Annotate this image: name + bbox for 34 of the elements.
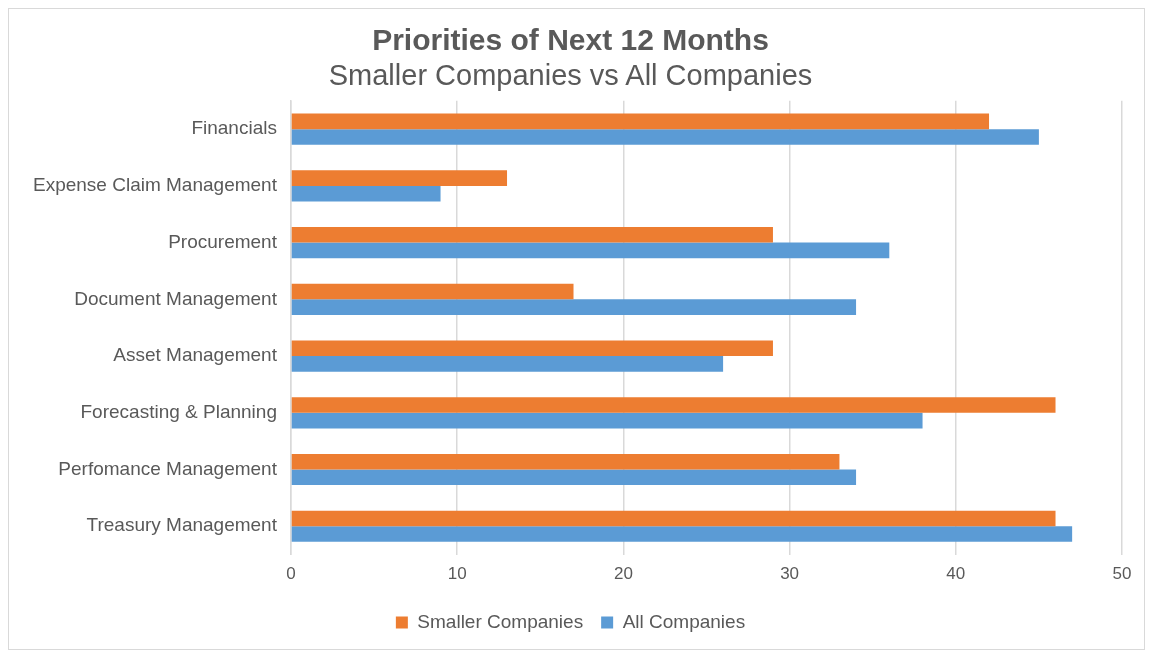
bar bbox=[291, 526, 1073, 542]
bar bbox=[291, 453, 840, 470]
chart-subtitle: Smaller Companies vs All Companies bbox=[328, 59, 813, 92]
bar bbox=[291, 283, 574, 300]
bar bbox=[291, 129, 1039, 145]
y-tick-label: Asset Management bbox=[113, 344, 278, 366]
x-tick-label: 0 bbox=[286, 564, 296, 584]
chart-title: Priorities of Next 12 Months bbox=[372, 23, 769, 57]
bar bbox=[291, 469, 857, 486]
bar bbox=[291, 227, 773, 243]
x-tick-label: 50 bbox=[1112, 564, 1132, 584]
y-tick-label: Treasury Management bbox=[86, 514, 278, 536]
legend-label: All Companies bbox=[622, 610, 746, 632]
x-tick-label: 20 bbox=[613, 564, 633, 584]
y-tick-label: Document Management bbox=[74, 287, 278, 309]
bar bbox=[291, 113, 990, 130]
bar bbox=[291, 299, 857, 315]
y-tick-label: Perfomance Management bbox=[58, 457, 278, 479]
x-tick-label: 10 bbox=[447, 564, 467, 584]
bar bbox=[291, 185, 441, 202]
y-tick-label: Procurement bbox=[168, 230, 278, 252]
x-tick-label: 30 bbox=[780, 564, 800, 584]
y-tick-label: Forecasting & Planning bbox=[80, 401, 277, 423]
bar bbox=[291, 242, 890, 259]
bar bbox=[291, 412, 923, 429]
bar bbox=[291, 510, 1056, 527]
bar bbox=[291, 356, 724, 372]
bar bbox=[291, 340, 773, 357]
y-tick-label: Financials bbox=[191, 117, 277, 139]
bar bbox=[291, 170, 508, 186]
x-tick-label: 40 bbox=[946, 564, 966, 584]
legend-label: Smaller Companies bbox=[417, 610, 584, 632]
y-tick-label: Expense Claim Management bbox=[32, 174, 278, 196]
bar bbox=[291, 397, 1056, 413]
